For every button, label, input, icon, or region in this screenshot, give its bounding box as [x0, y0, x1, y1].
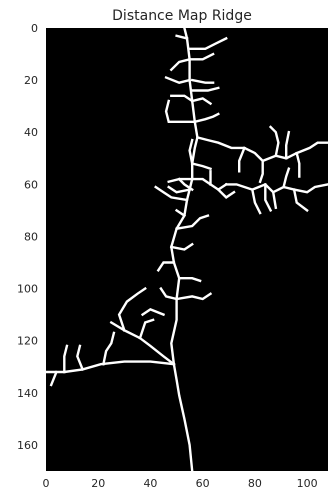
ridge-segment-18 — [154, 185, 189, 202]
ridge-segment-47 — [188, 36, 228, 50]
ridge-segment-42 — [169, 57, 192, 72]
ridge-segment-13 — [177, 277, 202, 283]
x-axis: 0 20 40 60 80 100 — [43, 477, 318, 490]
x-tick-label: 20 — [91, 477, 105, 490]
ridge-segment-0 — [172, 362, 194, 473]
y-tick-label: 80 — [24, 230, 38, 243]
ridge-segment-9 — [138, 318, 155, 340]
ridge-segment-45 — [193, 112, 220, 124]
ridge-segment-11 — [175, 292, 213, 301]
x-tick-label: 40 — [143, 477, 157, 490]
ridge-segment-8 — [117, 286, 147, 332]
y-tick-label: 120 — [17, 335, 38, 348]
ridge-segment-43 — [190, 78, 215, 84]
ridge-segment-32 — [188, 138, 194, 165]
x-tick-label: 80 — [248, 477, 262, 490]
ridge-segment-15 — [175, 214, 210, 231]
x-tick-label: 60 — [196, 477, 210, 490]
ridge-segment-30 — [271, 190, 278, 210]
ridge-segment-3 — [109, 320, 176, 366]
ridge-segment-14 — [156, 261, 176, 272]
ridge-segment-39 — [164, 99, 197, 124]
ridge-segment-7 — [101, 331, 116, 366]
y-axis: 0 20 40 60 80 100 120 140 160 — [17, 22, 38, 452]
y-tick-label: 60 — [24, 178, 38, 191]
y-tick-label: 40 — [24, 126, 38, 139]
ridge-segment-5 — [63, 344, 69, 374]
ridge-segment-24 — [190, 162, 213, 171]
x-tick-label: 0 — [43, 477, 50, 490]
ridge-segment-38 — [295, 151, 301, 178]
ridge-segment-28 — [264, 183, 273, 213]
ridge-segment-10 — [140, 308, 166, 317]
ridge-segment-44 — [190, 97, 213, 106]
ridge-segment-27 — [250, 188, 262, 215]
ridge-segment-19 — [167, 185, 192, 194]
ridge-segment-6 — [49, 370, 58, 387]
ridge-segment-29 — [282, 167, 291, 189]
ridge-segment-12 — [159, 286, 179, 301]
plot-background — [46, 28, 328, 471]
y-tick-label: 0 — [31, 22, 38, 35]
ridge-segment-41 — [164, 75, 192, 84]
chart-title: Distance Map Ridge — [112, 8, 252, 24]
ridge-segment-36 — [268, 125, 280, 158]
y-tick-label: 160 — [17, 439, 38, 452]
x-tick-label: 100 — [297, 477, 318, 490]
ridge-segment-25 — [177, 177, 194, 192]
ridge-segment-16 — [169, 242, 194, 251]
y-tick-label: 100 — [17, 283, 38, 296]
ridge-segment-40 — [170, 94, 194, 103]
ridge-segment-17 — [174, 208, 187, 218]
ridge-segment-4 — [76, 344, 85, 371]
ridge-segment-31 — [292, 188, 309, 213]
ridge-segment-37 — [285, 130, 291, 160]
ridge-segment-34 — [237, 146, 246, 173]
ridge-segment-46 — [188, 52, 215, 61]
ridge-segment-22 — [216, 187, 236, 199]
ridge-skeleton — [44, 26, 328, 473]
ridge-segment-49 — [190, 86, 220, 92]
y-tick-label: 20 — [24, 74, 38, 87]
ridge-segment-48 — [175, 34, 189, 40]
y-tick-label: 140 — [17, 387, 38, 400]
